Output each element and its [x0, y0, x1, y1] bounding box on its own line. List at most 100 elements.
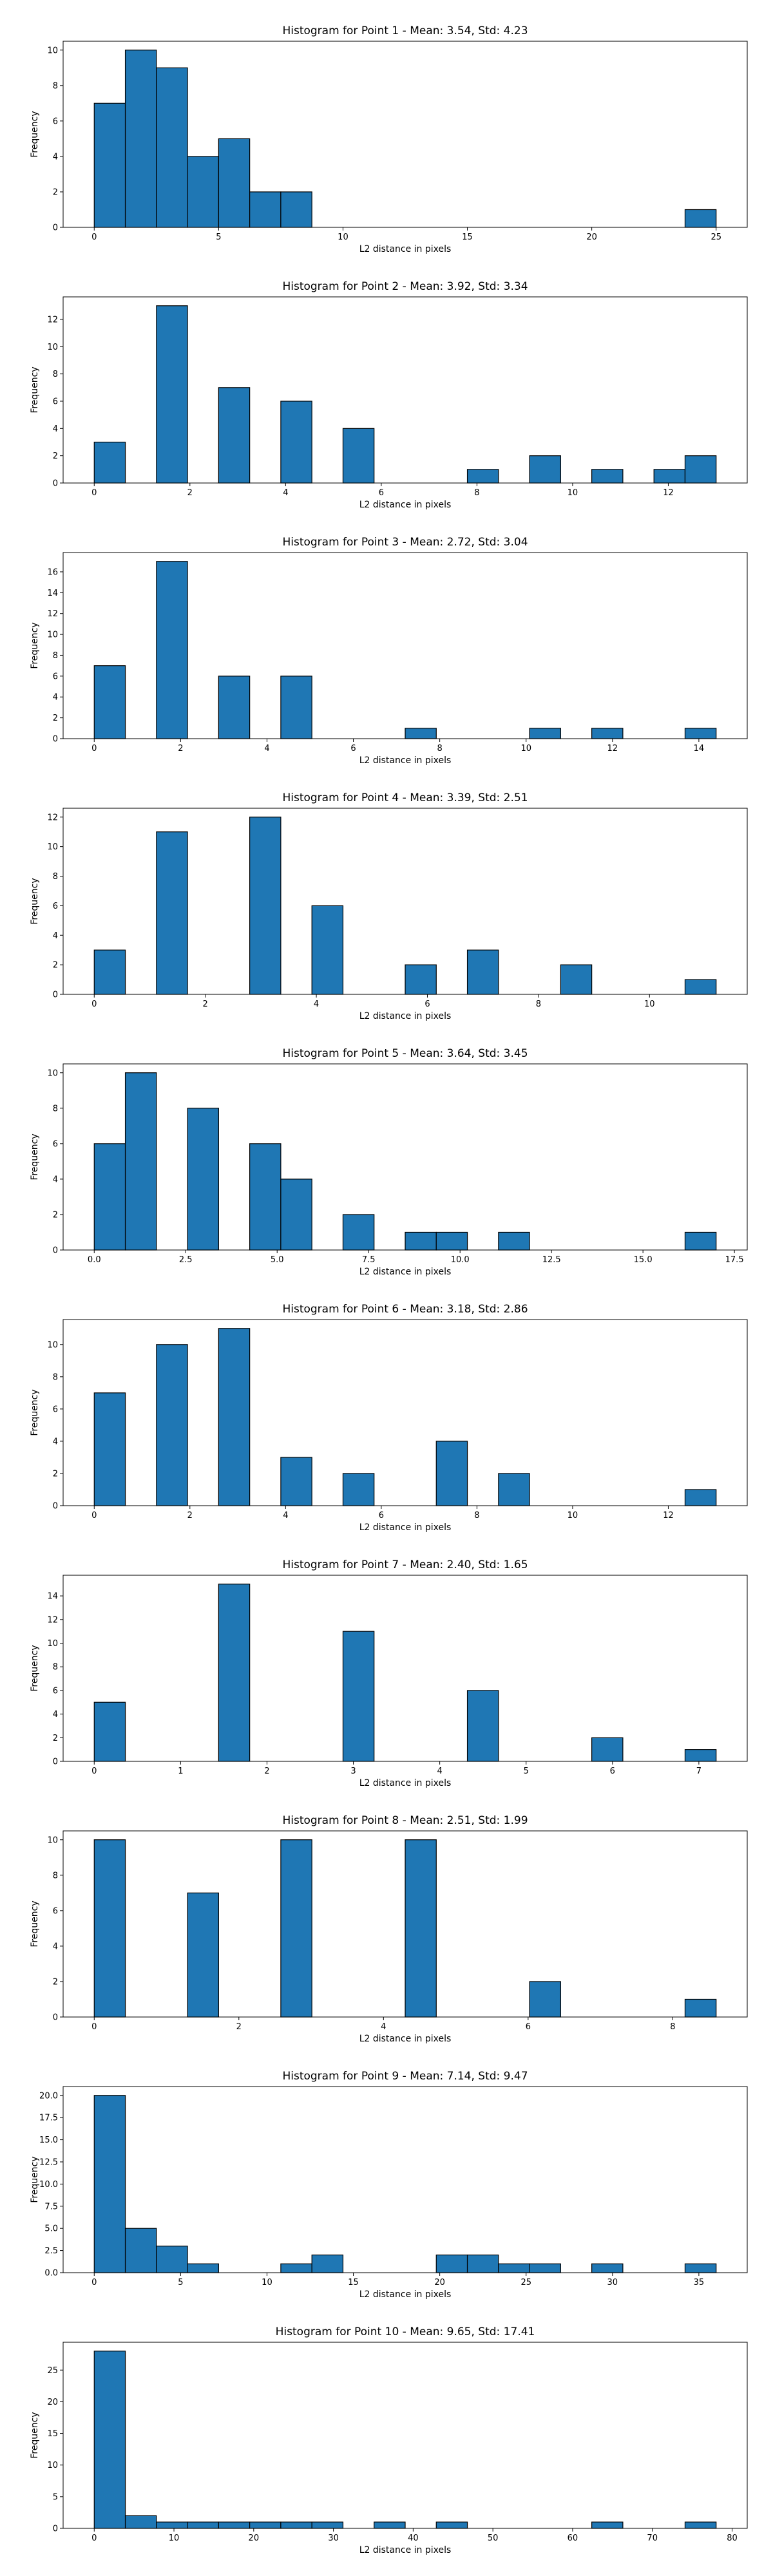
histogram-bar — [529, 2263, 561, 2273]
histogram-bar — [218, 138, 251, 228]
histogram-bar — [93, 2351, 126, 2529]
histogram-panel-10: Histogram for Point 10 - Mean: 9.65, Std… — [30, 2325, 748, 2555]
y-axis-label: Frequency — [30, 1389, 40, 1435]
y-tick-label: 2 — [53, 961, 58, 971]
histogram-bar — [249, 1143, 282, 1251]
x-tick-label: 2 — [187, 488, 193, 498]
y-tick-label: 20 — [47, 2398, 58, 2407]
histogram-bar — [405, 964, 437, 995]
histogram-bar — [435, 2254, 468, 2273]
x-tick-label: 6 — [379, 1511, 384, 1520]
y-tick-label: 15.0 — [39, 2136, 58, 2145]
histogram-panel-6: Histogram for Point 6 - Mean: 3.18, Std:… — [30, 1303, 748, 1533]
x-tick-label: 17.5 — [725, 1255, 744, 1265]
y-tick-label: 4 — [53, 1437, 58, 1446]
x-tick-label: 60 — [568, 2533, 578, 2543]
plot-frame — [62, 2342, 748, 2529]
histogram-panel-2: Histogram for Point 2 - Mean: 3.92, Std:… — [30, 280, 748, 510]
chart-title: Histogram for Point 4 - Mean: 3.39, Std:… — [282, 791, 528, 804]
y-tick-label: 20.0 — [39, 2091, 58, 2101]
x-tick-label: 10 — [262, 2278, 272, 2287]
histogram-bar — [466, 1690, 499, 1762]
histogram-bar — [684, 1231, 717, 1251]
histogram-bar — [342, 1214, 375, 1251]
y-tick-label: 4 — [53, 424, 58, 434]
x-tick-label: 7.5 — [362, 1255, 376, 1265]
x-tick-label: 5 — [216, 232, 221, 242]
y-tick-label: 17.5 — [39, 2114, 58, 2123]
histogram-bar — [435, 1441, 468, 1506]
chart-title: Histogram for Point 6 - Mean: 3.18, Std:… — [282, 1303, 528, 1316]
y-tick-label: 25 — [47, 2366, 58, 2376]
x-tick-label: 2.5 — [179, 1255, 193, 1265]
x-tick-label: 8 — [474, 488, 479, 498]
x-tick-label: 12 — [663, 488, 674, 498]
histogram-bar — [342, 428, 375, 484]
y-tick-label: 8 — [53, 370, 58, 379]
x-tick-label: 25 — [711, 232, 721, 242]
x-axis-label: L2 distance in pixels — [359, 2034, 452, 2044]
x-tick-label: 12 — [607, 744, 618, 753]
y-axis-label: Frequency — [30, 2156, 40, 2202]
histogram-bar — [280, 1839, 312, 2018]
x-tick-label: 80 — [727, 2533, 738, 2543]
histogram-panel-3: Histogram for Point 3 - Mean: 2.72, Std:… — [30, 536, 748, 766]
x-axis-label: L2 distance in pixels — [359, 2289, 452, 2300]
histogram-bar — [529, 728, 561, 739]
histogram-bar — [280, 2521, 312, 2529]
histogram-bar — [187, 2263, 219, 2273]
y-tick-label: 7.5 — [44, 2202, 58, 2211]
x-tick-label: 0 — [91, 232, 97, 242]
y-axis-label: Frequency — [30, 366, 40, 413]
histogram-bar — [466, 2254, 499, 2273]
x-tick-label: 14 — [694, 744, 705, 753]
histogram-bar — [249, 2521, 282, 2529]
histogram-bar — [591, 728, 624, 739]
y-tick-label: 2 — [53, 1734, 58, 1743]
histogram-bar — [591, 2263, 624, 2273]
x-tick-label: 10 — [169, 2533, 180, 2543]
x-tick-label: 0 — [91, 1511, 97, 1520]
histogram-bar — [93, 1839, 126, 2018]
y-tick-label: 10 — [47, 630, 58, 640]
x-axis-label: L2 distance in pixels — [359, 1267, 452, 1277]
x-tick-label: 10 — [568, 1511, 578, 1520]
x-tick-label: 2 — [236, 2022, 242, 2032]
x-tick-label: 0 — [91, 999, 97, 1009]
histogram-bar — [93, 441, 126, 484]
x-tick-label: 1 — [178, 1766, 183, 1776]
x-tick-label: 2 — [178, 744, 183, 753]
y-tick-label: 2 — [53, 187, 58, 197]
y-tick-label: 15 — [47, 2429, 58, 2439]
x-tick-label: 7 — [696, 1766, 701, 1776]
histogram-bar — [529, 455, 561, 484]
histogram-bar — [435, 2521, 468, 2529]
x-tick-label: 4 — [314, 999, 319, 1009]
histogram-bar — [435, 1231, 468, 1251]
plot-frame — [62, 1830, 748, 2018]
y-tick-label: 14 — [47, 1592, 58, 1602]
histogram-bar — [93, 102, 126, 228]
x-axis-label: L2 distance in pixels — [359, 244, 452, 254]
histogram-panel-5: Histogram for Point 5 - Mean: 3.64, Std:… — [30, 1047, 748, 1277]
x-tick-label: 2 — [203, 999, 208, 1009]
x-tick-label: 6 — [379, 488, 384, 498]
x-axis-label: L2 distance in pixels — [359, 755, 452, 766]
histogram-panel-8: Histogram for Point 8 - Mean: 2.51, Std:… — [30, 1814, 748, 2044]
x-tick-label: 0 — [91, 2022, 97, 2032]
histogram-bar — [249, 191, 282, 228]
histogram-bar — [280, 1457, 312, 1506]
y-tick-label: 0 — [53, 735, 58, 744]
chart-title: Histogram for Point 10 - Mean: 9.65, Std… — [276, 2325, 535, 2338]
y-tick-label: 8 — [53, 81, 58, 91]
x-tick-label: 2 — [264, 1766, 269, 1776]
y-axis-label: Frequency — [30, 111, 40, 157]
histogram-bar — [218, 676, 251, 739]
x-tick-label: 6 — [610, 1766, 615, 1776]
y-axis-label: Frequency — [30, 622, 40, 668]
x-tick-label: 70 — [647, 2533, 658, 2543]
histogram-bar — [280, 1179, 312, 1251]
y-tick-label: 2.5 — [44, 2246, 58, 2256]
histogram-bar — [156, 1344, 188, 1506]
x-tick-label: 2 — [187, 1511, 193, 1520]
